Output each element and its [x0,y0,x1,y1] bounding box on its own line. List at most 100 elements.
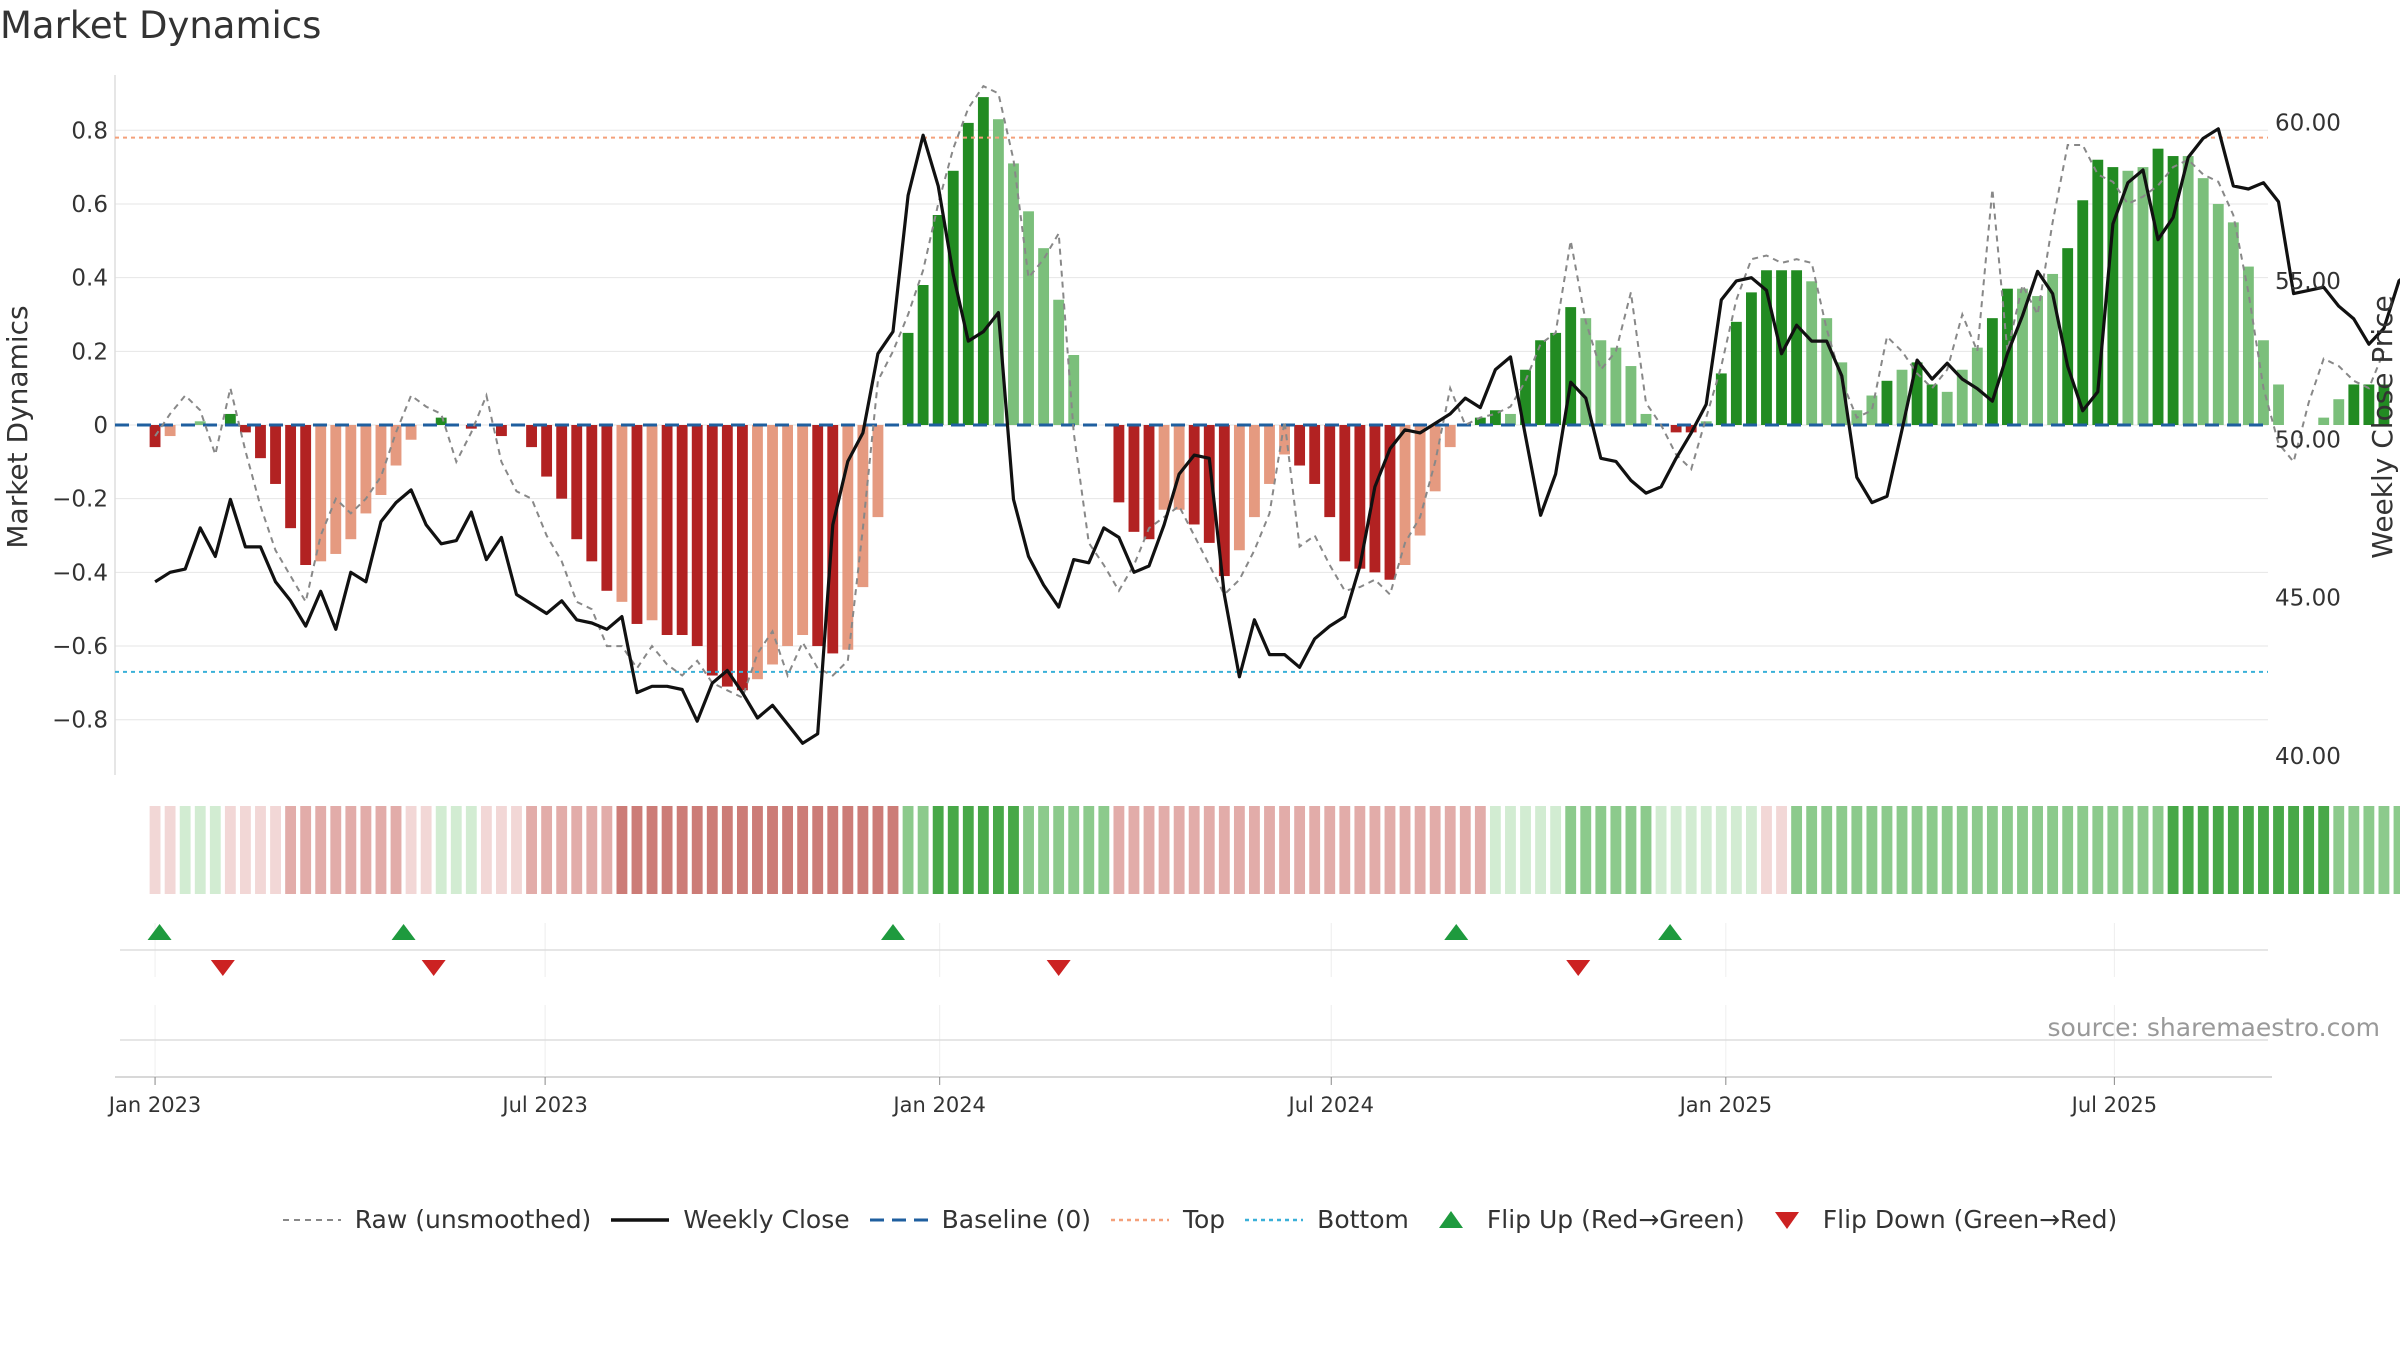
dynamics-bar [721,425,733,687]
regime-cell [1203,806,1215,894]
source-note: source: sharemaestro.com [2047,1013,2381,1042]
regime-cell [752,806,763,894]
dynamics-bar [1369,425,1381,573]
dynamics-bar [1143,425,1155,540]
dynamics-bar [496,425,507,437]
y-tick-label: 0.8 [71,118,108,144]
dynamics-bar [2363,384,2375,425]
dynamics-bar [947,170,959,425]
dynamics-bar [1550,332,1562,425]
dynamics-bar [1791,270,1803,425]
y-tick-label: 0.2 [71,339,108,365]
dynamics-bar [1429,425,1441,492]
dynamics-bar [2197,178,2209,425]
legend-label-flip-down: Flip Down (Green→Red) [1822,1205,2118,1234]
legend-item-bottom: Bottom [1245,1205,1409,1234]
dynamics-bar [872,425,884,518]
dynamics-bar [977,97,989,426]
regime-cell [405,806,417,894]
regime-cell [2017,806,2028,894]
y-tick-label: 0 [93,413,108,439]
regime-cell [2318,806,2330,894]
legend-label-bottom: Bottom [1317,1205,1409,1234]
regime-cell [616,806,628,894]
dynamics-bar [797,425,809,635]
regime-cell [1670,806,1682,894]
x-tick-label: Jul 2024 [1287,1093,1374,1117]
regime-cell [2122,806,2134,894]
regime-cell [2167,806,2179,894]
y-tick-label: −0.8 [52,708,108,734]
dynamics-bar [300,425,312,565]
y-tick-label: 0.4 [71,266,108,292]
y-axis-label: Market Dynamics [1,305,34,548]
regime-cell [1339,806,1351,894]
regime-cell [947,806,959,894]
dynamics-bar [1986,318,1998,425]
raw-line [154,84,2385,699]
raw-swatch-icon [282,1218,341,1221]
dynamics-bar [842,425,854,650]
regime-cell [706,806,718,894]
regime-cell [1233,806,1245,894]
regime-cell [2242,806,2254,894]
dynamics-bar [2212,203,2224,425]
x-tick-label: Jan 2023 [107,1093,202,1117]
dynamics-bar [1113,425,1125,503]
regime-cell [1761,806,1772,894]
dynamics-bar [1565,307,1577,425]
regime-cell [571,806,583,894]
dynamics-bar [601,425,613,591]
regime-cell [1866,806,1878,894]
y2-tick-label: 55.00 [2275,269,2341,295]
dynamics-bar [1339,425,1351,562]
dynamics-bar [616,425,628,602]
legend-item-top: Top [1110,1205,1225,1234]
regime-cell [2002,806,2013,894]
dynamics-bar [1053,299,1065,425]
regime-cell [1851,806,1863,894]
dynamics-bar [631,425,643,624]
dynamics-bar [1128,425,1140,532]
regime-cell [1113,806,1125,894]
regime-cell [1730,806,1742,894]
y2-tick-label: 60.00 [2275,111,2341,137]
dynamics-bar [1414,425,1426,536]
dynamics-bar [1761,270,1772,425]
dynamics-bar [1203,425,1215,543]
regime-cell [1535,806,1547,894]
regime-cell [1083,806,1095,894]
dynamics-bar [646,425,658,621]
dynamics-bar [2273,384,2284,425]
dynamics-bar [2017,288,2028,425]
dynamics-bar [2032,296,2043,425]
regime-cell [2258,806,2269,894]
y2-tick-label: 50.00 [2275,427,2341,453]
dynamics-bar [1911,362,1923,425]
regime-cell [646,806,658,894]
flip-up-marker [881,924,905,940]
dynamics-bar [782,425,794,647]
dynamics-bar [2152,148,2164,425]
dynamics-bar [1595,340,1607,425]
regime-cell [1956,806,1968,894]
regime-strip [149,806,2400,894]
regime-cell [1279,806,1290,894]
flip-up-marker [391,924,416,940]
regime-cell [1384,806,1396,894]
triangle-down-icon [1774,1211,1799,1229]
legend: Raw (unsmoothed) Weekly Close Baseline (… [0,1205,2400,1234]
regime-cell [2092,806,2104,894]
regime-cell [1354,806,1366,894]
regime-cell [2303,806,2315,894]
dynamics-bar [1218,425,1230,577]
dynamics-bar [2137,167,2149,425]
flip-down-marker [1566,960,1591,976]
dynamics-bar [2227,222,2239,425]
dynamics-bar [2167,156,2179,426]
regime-cell [1640,806,1652,894]
regime-cell [526,806,537,894]
dynamics-bar [1444,425,1456,448]
dynamics-bar [1730,321,1742,425]
regime-cell [1971,806,1983,894]
